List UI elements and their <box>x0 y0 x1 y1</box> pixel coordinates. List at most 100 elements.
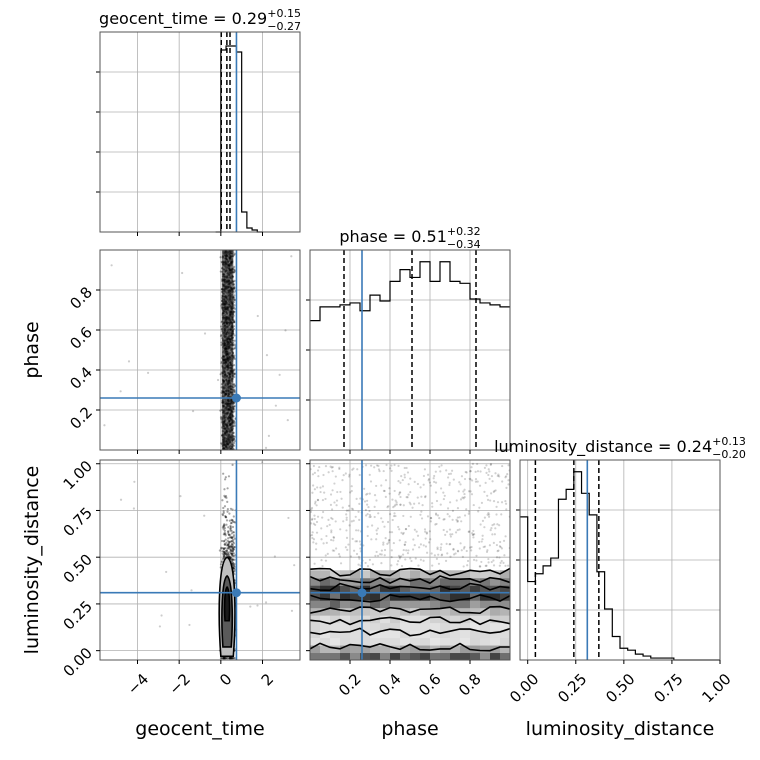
sample-point <box>313 488 316 491</box>
density-cell <box>340 652 351 660</box>
sample-point <box>256 314 259 318</box>
sample-point <box>377 512 380 515</box>
title-plus: +0.32 <box>447 225 481 238</box>
sample-point <box>220 657 223 660</box>
sample-point <box>188 623 191 627</box>
density-cell <box>470 570 481 579</box>
density-cell <box>420 630 431 639</box>
sample-point <box>233 269 236 272</box>
sample-point <box>400 555 403 558</box>
sample-point <box>267 434 271 437</box>
density-cell <box>480 637 491 646</box>
sample-point <box>476 462 479 466</box>
sample-point <box>223 494 226 497</box>
sample-point <box>317 475 320 478</box>
sample-point <box>496 523 499 526</box>
sample-point <box>227 537 230 540</box>
sample-point <box>490 474 494 478</box>
density-cell <box>410 637 421 646</box>
density-cell <box>420 622 431 631</box>
sample-point <box>224 551 227 554</box>
sample-point <box>488 477 491 480</box>
sample-point <box>233 347 236 350</box>
density-cell <box>360 600 371 609</box>
sample-point <box>368 513 372 517</box>
sample-point <box>352 519 355 522</box>
density-cell <box>370 652 381 660</box>
sample-point <box>219 256 222 259</box>
sample-point <box>222 657 225 660</box>
sample-point <box>433 474 436 478</box>
sample-point <box>489 463 492 466</box>
sample-point <box>487 515 491 518</box>
sample-point <box>233 339 236 342</box>
sample-point <box>222 525 225 528</box>
sample-point <box>390 464 393 467</box>
sample-point <box>447 472 451 476</box>
sample-point <box>224 514 227 518</box>
sample-point <box>403 543 406 546</box>
sample-point <box>451 509 455 512</box>
density-cell <box>350 652 361 660</box>
sample-point <box>421 503 424 507</box>
density-cell <box>480 600 491 609</box>
density-cell <box>310 570 321 579</box>
density-cell <box>430 630 441 639</box>
sample-point <box>452 547 455 551</box>
sample-point <box>380 549 383 552</box>
sample-point <box>485 564 488 567</box>
sample-point <box>321 498 325 502</box>
sample-point <box>483 545 487 548</box>
sample-point <box>483 466 487 469</box>
density-cell <box>380 607 391 616</box>
sample-point <box>230 536 233 539</box>
density-cell <box>400 585 411 594</box>
sample-point <box>406 471 410 474</box>
sample-point <box>233 343 236 346</box>
sample-point <box>427 478 431 481</box>
sample-point <box>392 541 395 545</box>
sample-point <box>160 614 163 617</box>
density-cell <box>340 585 351 594</box>
density-cell <box>320 592 331 601</box>
density-cell <box>310 652 321 660</box>
sample-point <box>449 533 452 536</box>
sample-point <box>119 390 122 393</box>
sample-point <box>228 540 231 543</box>
sample-point <box>229 533 232 537</box>
sample-point <box>478 506 481 509</box>
density-cell <box>400 622 411 631</box>
sample-point <box>373 505 376 508</box>
sample-point <box>497 473 500 476</box>
title-minus: −0.34 <box>447 238 481 251</box>
truth-marker <box>231 393 241 403</box>
sample-point <box>316 469 320 472</box>
sample-point <box>469 546 472 549</box>
density-cell <box>420 570 431 579</box>
sample-point <box>232 531 236 534</box>
sample-point <box>230 545 233 548</box>
sample-point <box>435 513 438 516</box>
sample-point <box>227 530 230 534</box>
histogram-step <box>520 471 720 661</box>
sample-point <box>327 471 330 474</box>
sample-point <box>339 528 342 531</box>
x-tick-label: 0 <box>216 670 235 689</box>
sample-point <box>310 533 314 537</box>
sample-point <box>387 539 391 542</box>
sample-point <box>226 543 229 546</box>
sample-point <box>373 466 376 469</box>
sample-point <box>403 473 406 476</box>
sample-point <box>446 513 449 516</box>
sample-point <box>345 509 349 512</box>
sample-point <box>347 504 351 507</box>
sample-point <box>476 470 480 473</box>
sample-point <box>380 562 383 565</box>
density-cell <box>460 652 471 660</box>
sample-point <box>484 481 487 485</box>
sample-point <box>456 528 459 532</box>
sample-point <box>229 524 232 527</box>
sample-point <box>348 473 351 476</box>
histogram-step <box>215 45 263 233</box>
sample-point <box>264 601 268 604</box>
